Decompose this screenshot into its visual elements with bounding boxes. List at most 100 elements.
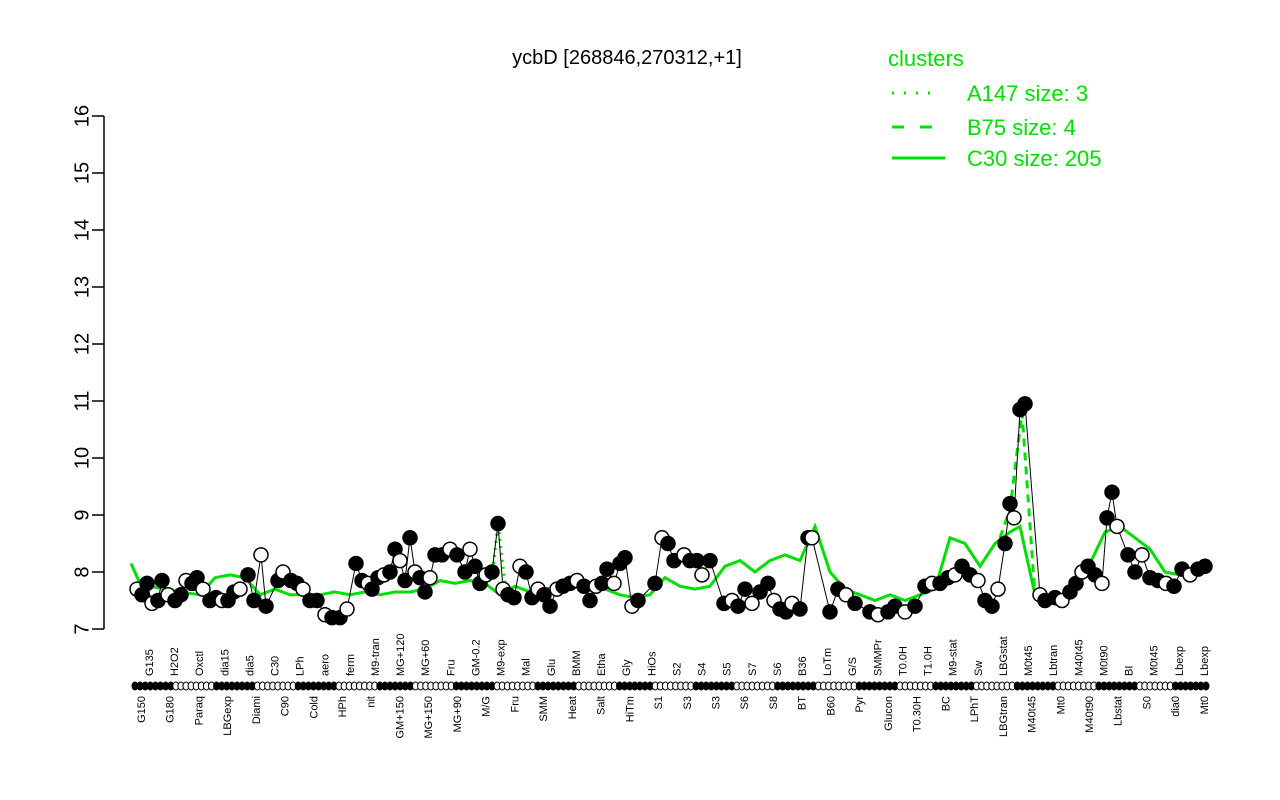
data-point bbox=[1094, 575, 1110, 592]
data-point bbox=[582, 592, 598, 609]
y-tick-label: 11 bbox=[71, 391, 93, 412]
data-point bbox=[760, 575, 776, 592]
x-label-top: T0.0H bbox=[897, 646, 909, 676]
data-point bbox=[339, 601, 355, 617]
legend-entry-b75: B75 size: 4 bbox=[967, 115, 1076, 140]
x-label-top: M9-stat bbox=[948, 639, 960, 676]
x-label-bottom: C90 bbox=[280, 696, 292, 716]
data-point bbox=[606, 575, 622, 592]
data-point bbox=[599, 561, 615, 577]
data-point bbox=[240, 567, 256, 583]
data-point bbox=[617, 550, 633, 566]
x-label-top: B36 bbox=[797, 656, 809, 676]
x-label-bottom: T0.30H bbox=[912, 696, 924, 732]
x-label-top: S7 bbox=[747, 663, 759, 676]
y-tick-label: 8 bbox=[71, 566, 93, 577]
data-point bbox=[689, 552, 705, 569]
x-label-bottom: S1 bbox=[653, 696, 665, 709]
x-label-top: MG+120 bbox=[395, 634, 407, 677]
x-label-top: aero bbox=[320, 654, 332, 676]
y-tick-label: 9 bbox=[71, 509, 93, 520]
x-label-top: ferm bbox=[345, 654, 357, 676]
y-tick-label: 7 bbox=[71, 623, 93, 634]
data-point bbox=[397, 572, 413, 589]
data-point bbox=[1134, 547, 1150, 563]
data-point bbox=[309, 592, 325, 609]
x-label-top: dia15 bbox=[219, 649, 231, 676]
x-label-bottom: Pyr bbox=[854, 696, 866, 713]
data-point bbox=[462, 541, 478, 557]
x-label-bottom: MG+150 bbox=[423, 696, 435, 739]
data-point bbox=[1104, 484, 1120, 500]
data-point bbox=[984, 598, 1000, 614]
data-point bbox=[402, 530, 418, 546]
data-point bbox=[1002, 495, 1018, 512]
x-label-bottom: Glucon bbox=[883, 696, 895, 731]
x-label-bottom: Paraq bbox=[193, 696, 205, 725]
y-tick-label: 10 bbox=[71, 447, 93, 469]
data-point bbox=[542, 598, 558, 614]
data-point bbox=[647, 575, 663, 592]
series-line bbox=[998, 412, 1037, 595]
legend-entry-a147: A147 size: 3 bbox=[967, 81, 1088, 106]
x-label-top: Glu bbox=[546, 659, 558, 676]
data-point bbox=[804, 530, 820, 546]
data-point bbox=[702, 552, 718, 569]
x-label-top: Lbexp bbox=[1174, 646, 1186, 676]
x-label-top: BMM bbox=[571, 650, 583, 676]
x-label-top: dia5 bbox=[244, 655, 256, 676]
x-label-bottom: S6 bbox=[739, 696, 751, 709]
x-label-bottom: M40t90 bbox=[1084, 696, 1096, 733]
x-label-top: C30 bbox=[270, 656, 282, 676]
data-point bbox=[997, 535, 1013, 552]
data-point bbox=[1127, 564, 1143, 580]
data-point bbox=[847, 595, 863, 612]
x-label-bottom: BT bbox=[797, 696, 809, 710]
x-label-bottom: Salt bbox=[596, 696, 608, 715]
x-label-bottom: Mt0 bbox=[1055, 696, 1067, 714]
data-point bbox=[417, 584, 433, 600]
data-point bbox=[694, 567, 710, 583]
data-point bbox=[518, 564, 534, 580]
x-label-bottom: LPhT bbox=[969, 696, 981, 723]
x-label-top: GM-0.2 bbox=[470, 639, 482, 676]
data-point bbox=[730, 598, 746, 614]
data-point bbox=[1109, 518, 1125, 535]
x-label-bottom: B60 bbox=[825, 696, 837, 716]
rug-mark bbox=[1202, 681, 1210, 691]
data-point bbox=[1120, 547, 1136, 563]
x-label-bottom: M40t45 bbox=[1027, 696, 1039, 733]
x-label-top: M40t45 bbox=[1073, 639, 1085, 676]
x-label-top: HiOs bbox=[646, 651, 658, 676]
x-label-bottom: S8 bbox=[768, 696, 780, 709]
x-label-top: Mal bbox=[521, 658, 533, 676]
y-tick-label: 15 bbox=[71, 162, 93, 184]
data-point bbox=[737, 581, 753, 597]
data-point bbox=[258, 598, 274, 614]
x-label-top: S6 bbox=[772, 663, 784, 676]
x-axis: G150 G180 Paraq LBGexp Diami C90 Cold HPh nit GM+… bbox=[131, 634, 1211, 739]
legend: clusters A147 size: 3 B75 size: 4 C30 si… bbox=[888, 46, 1102, 171]
data-point bbox=[484, 564, 500, 580]
x-label-top: BI bbox=[1124, 666, 1136, 676]
data-point bbox=[1017, 396, 1033, 412]
x-label-bottom: LBGexp bbox=[222, 696, 234, 736]
x-label-top: LoTm bbox=[822, 648, 834, 676]
data-point bbox=[392, 552, 408, 569]
x-label-bottom: LBGtran bbox=[998, 696, 1010, 737]
x-label-top: T1.0H bbox=[923, 646, 935, 676]
x-label-top: MG+60 bbox=[420, 640, 432, 676]
x-label-bottom: S0 bbox=[1141, 696, 1153, 709]
data-point bbox=[907, 598, 923, 614]
x-label-top: Lbtran bbox=[1048, 645, 1060, 676]
data-point bbox=[232, 581, 248, 597]
x-label-top: H2O2 bbox=[169, 647, 181, 676]
data-point bbox=[295, 581, 311, 597]
x-label-top: Fru bbox=[445, 660, 457, 677]
x-label-bottom: Heat bbox=[567, 696, 579, 719]
x-label-top: G135 bbox=[144, 649, 156, 676]
x-label-top: Oxctl bbox=[194, 651, 206, 676]
x-label-top: Etha bbox=[596, 652, 608, 676]
series-lines bbox=[129, 412, 1210, 603]
